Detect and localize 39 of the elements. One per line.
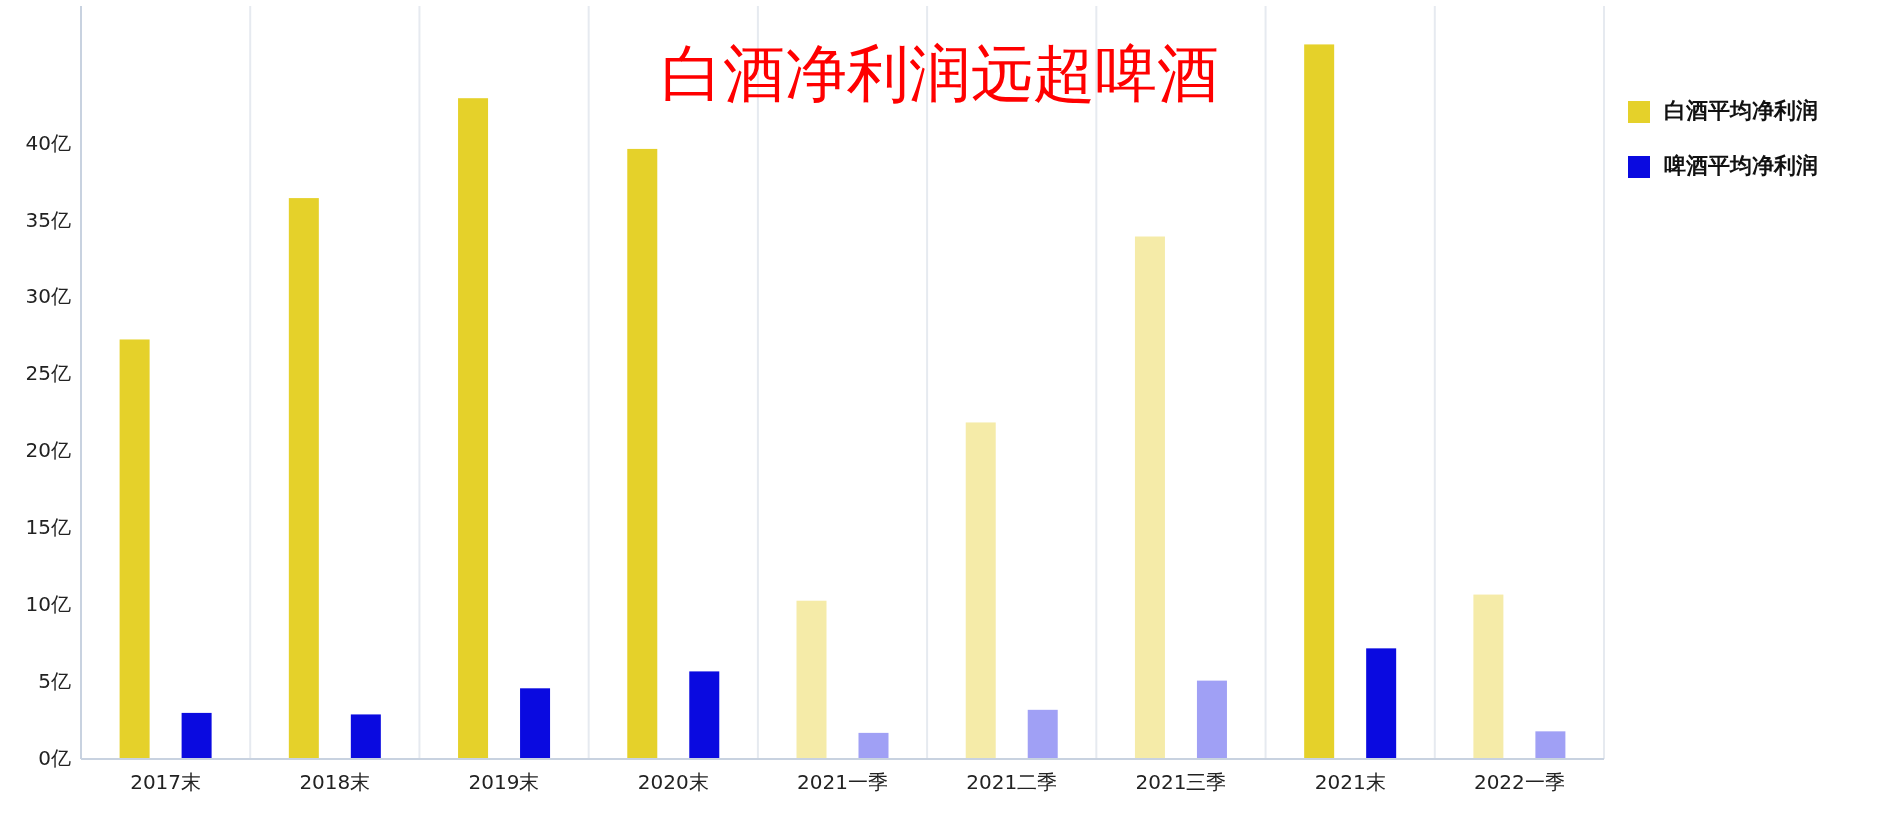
x-tick-label: 2017末 <box>130 770 202 794</box>
x-tick-label: 2021末 <box>1314 770 1386 794</box>
bar <box>288 198 319 759</box>
x-tick-label: 2018末 <box>299 770 371 794</box>
bar <box>965 422 996 759</box>
x-tick-label: 2021一季 <box>797 770 888 794</box>
bar <box>1304 44 1335 759</box>
bar <box>119 339 150 759</box>
bar <box>1473 594 1504 759</box>
y-tick-label: 30亿 <box>25 284 71 309</box>
bar <box>1535 731 1566 759</box>
x-tick-label: 2020末 <box>637 770 709 794</box>
y-tick-label: 20亿 <box>25 438 71 463</box>
bar <box>627 148 658 759</box>
bar <box>1366 648 1397 759</box>
bar <box>689 671 720 759</box>
legend-label: 啤酒平均净利润 <box>1664 153 1818 178</box>
bar <box>350 714 381 759</box>
y-tick-label: 10亿 <box>25 591 71 616</box>
y-tick-label: 15亿 <box>25 514 71 539</box>
bar <box>858 732 889 759</box>
y-tick-label: 0亿 <box>38 745 71 770</box>
y-tick-label: 35亿 <box>25 207 71 232</box>
bar <box>1027 709 1058 759</box>
x-tick-label: 2019末 <box>468 770 540 794</box>
y-tick-label: 5亿 <box>38 668 71 693</box>
bar <box>181 712 212 759</box>
text: 白酒净利润远超啤酒 <box>661 37 1219 110</box>
bar <box>1134 236 1165 759</box>
y-tick-label: 40亿 <box>25 130 71 155</box>
bar <box>520 688 551 759</box>
y-tick-label: 25亿 <box>25 361 71 386</box>
bar <box>458 98 489 759</box>
x-tick-label: 2021三季 <box>1135 770 1227 794</box>
x-tick-label: 2021二季 <box>966 770 1058 794</box>
legend-label: 白酒平均净利润 <box>1664 98 1818 123</box>
bar <box>796 600 827 759</box>
x-tick-label: 2022一季 <box>1473 770 1565 794</box>
bar <box>1196 680 1227 759</box>
